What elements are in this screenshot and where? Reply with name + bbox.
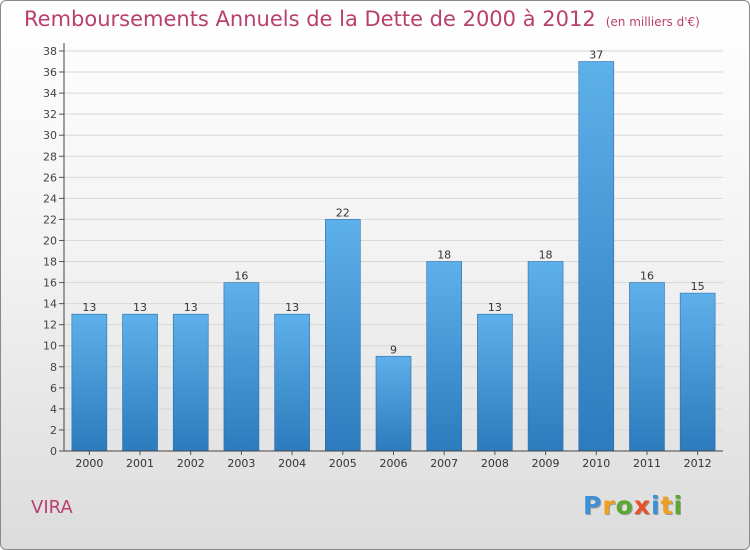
bar-value-label: 16 bbox=[234, 270, 248, 283]
x-tick-label: 2006 bbox=[380, 457, 408, 470]
x-tick-label: 2007 bbox=[430, 457, 458, 470]
bar bbox=[325, 219, 361, 452]
bar bbox=[679, 292, 716, 452]
bar-value-label: 22 bbox=[336, 206, 350, 219]
y-tick-label: 34 bbox=[43, 87, 57, 100]
proxiti-logo: Proxiti bbox=[583, 491, 683, 520]
bar bbox=[629, 282, 665, 452]
bar bbox=[477, 313, 513, 452]
bar bbox=[172, 313, 209, 452]
logo-letter: i bbox=[651, 491, 661, 520]
x-tick-label: 2011 bbox=[633, 457, 661, 470]
logo-letter: r bbox=[602, 491, 616, 520]
chart-unit: (en milliers d'€) bbox=[605, 15, 700, 29]
y-tick-label: 4 bbox=[50, 403, 57, 416]
y-tick-label: 20 bbox=[43, 234, 57, 247]
bar-value-label: 18 bbox=[539, 249, 553, 262]
x-tick-label: 2003 bbox=[227, 457, 255, 470]
y-tick-label: 10 bbox=[43, 340, 57, 353]
y-tick-label: 30 bbox=[43, 129, 57, 142]
bar-value-label: 15 bbox=[691, 280, 705, 293]
bars: 13 13 13 16 13 22 9 18 13 18 37 16 15 bbox=[71, 49, 716, 452]
logo-letter: x bbox=[633, 491, 651, 520]
logo-letter: t bbox=[660, 491, 674, 520]
bar-value-label: 37 bbox=[589, 49, 603, 62]
x-tick-label: 2012 bbox=[684, 457, 712, 470]
bar-value-label: 13 bbox=[285, 301, 299, 314]
bar-value-label: 13 bbox=[488, 301, 502, 314]
bar bbox=[527, 261, 564, 452]
x-tick-label: 2001 bbox=[126, 457, 154, 470]
bar bbox=[426, 261, 462, 452]
x-tick-label: 2010 bbox=[582, 457, 610, 470]
y-tick-label: 18 bbox=[43, 256, 57, 269]
bar bbox=[71, 313, 108, 452]
y-tick-label: 14 bbox=[43, 298, 57, 311]
bar-value-label: 16 bbox=[640, 270, 654, 283]
bar bbox=[578, 61, 615, 452]
bar-value-label: 13 bbox=[184, 301, 198, 314]
bar-value-label: 18 bbox=[437, 249, 451, 262]
bar-value-label: 13 bbox=[133, 301, 147, 314]
x-tick-label: 2005 bbox=[329, 457, 357, 470]
bar bbox=[274, 313, 310, 452]
x-tick-label: 2000 bbox=[75, 457, 103, 470]
chart-title-block: Remboursements Annuels de la Dette de 20… bbox=[24, 7, 700, 31]
y-tick-label: 36 bbox=[43, 66, 57, 79]
y-tick-label: 8 bbox=[50, 361, 57, 374]
y-tick-label: 26 bbox=[43, 171, 57, 184]
x-tick-label: 2009 bbox=[532, 457, 560, 470]
y-tick-label: 0 bbox=[50, 445, 57, 458]
x-tick-label: 2004 bbox=[278, 457, 306, 470]
logo-letter: P bbox=[583, 491, 603, 520]
y-tick-label: 12 bbox=[43, 319, 57, 332]
bar-value-label: 13 bbox=[82, 301, 96, 314]
y-tick-label: 6 bbox=[50, 382, 57, 395]
bar-value-label: 9 bbox=[390, 343, 397, 356]
y-tick-label: 38 bbox=[43, 45, 57, 58]
y-tick-label: 24 bbox=[43, 192, 57, 205]
y-tick-label: 22 bbox=[43, 213, 57, 226]
y-tick-label: 32 bbox=[43, 108, 57, 121]
commune-name: VIRA bbox=[31, 497, 73, 518]
x-tick-label: 2002 bbox=[177, 457, 205, 470]
y-tick-label: 2 bbox=[50, 424, 57, 437]
bar bbox=[375, 355, 412, 452]
y-tick-label: 16 bbox=[43, 277, 57, 290]
x-tick-label: 2008 bbox=[481, 457, 509, 470]
chart-title: Remboursements Annuels de la Dette de 20… bbox=[24, 7, 596, 31]
logo-letter: i bbox=[673, 491, 684, 520]
y-tick-label: 28 bbox=[43, 150, 57, 163]
bar bbox=[122, 313, 158, 452]
logo-letter: o bbox=[615, 491, 634, 520]
bar bbox=[223, 282, 260, 452]
